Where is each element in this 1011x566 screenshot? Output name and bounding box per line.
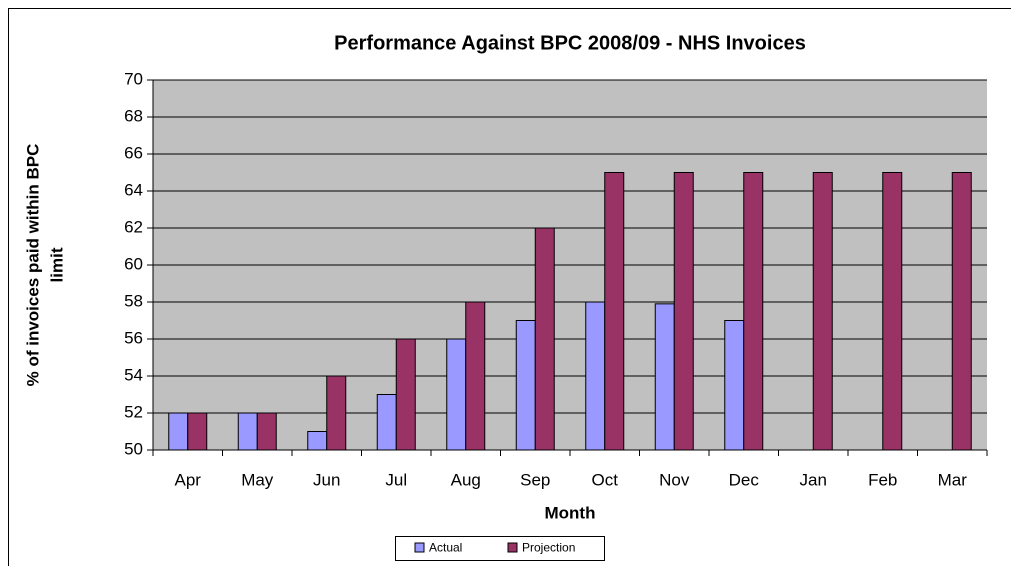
bar — [812, 172, 833, 451]
bar — [376, 394, 397, 451]
y-axis-title-line: % of invoices paid within BPC — [23, 144, 42, 387]
bar — [604, 172, 625, 451]
bar — [951, 172, 972, 451]
y-tick-label: 70 — [124, 69, 143, 88]
bar — [237, 412, 258, 451]
y-tick-label: 66 — [124, 143, 143, 162]
y-tick-label: 56 — [124, 328, 143, 347]
bar — [307, 431, 328, 451]
bar — [585, 301, 606, 451]
bar — [673, 172, 694, 451]
bar — [724, 320, 745, 451]
bar — [326, 375, 347, 451]
legend-label: Actual — [429, 541, 462, 555]
bar — [256, 412, 277, 451]
x-tick-label: Jun — [313, 470, 340, 489]
y-tick-label: 64 — [124, 180, 143, 199]
y-axis-title: % of invoices paid within BPC limit — [23, 144, 66, 387]
x-tick-label: Feb — [868, 470, 897, 489]
y-tick-label: 60 — [124, 254, 143, 273]
legend-box — [395, 536, 605, 561]
x-tick-label: May — [241, 470, 274, 489]
y-axis-title-line: limit — [47, 247, 66, 282]
bar — [743, 172, 764, 451]
bar — [534, 227, 555, 451]
y-tick-label: 62 — [124, 217, 143, 236]
legend-swatch — [414, 542, 425, 553]
bar — [515, 320, 536, 451]
bar — [395, 338, 416, 451]
legend-swatch — [507, 542, 518, 553]
x-tick-label: Oct — [592, 470, 619, 489]
x-tick-label: Aug — [451, 470, 481, 489]
legend-label: Projection — [522, 541, 575, 555]
y-tick-label: 58 — [124, 291, 143, 310]
bar — [187, 412, 208, 451]
x-tick-label: Sep — [520, 470, 550, 489]
x-tick-label: Apr — [175, 470, 202, 489]
bar — [446, 338, 467, 451]
bar — [465, 301, 486, 451]
x-tick-label: Mar — [938, 470, 968, 489]
bar — [654, 303, 675, 451]
y-tick-label: 68 — [124, 106, 143, 125]
bar — [168, 412, 189, 451]
x-tick-label: Dec — [729, 470, 760, 489]
x-tick-label: Jul — [385, 470, 407, 489]
y-tick-label: 52 — [124, 402, 143, 421]
x-tick-label: Jan — [800, 470, 827, 489]
x-tick-label: Nov — [659, 470, 690, 489]
chart-title: Performance Against BPC 2008/09 - NHS In… — [334, 32, 806, 54]
bar — [882, 172, 903, 451]
y-tick-label: 50 — [124, 439, 143, 458]
y-tick-label: 54 — [124, 365, 143, 384]
x-axis-title: Month — [545, 503, 596, 522]
